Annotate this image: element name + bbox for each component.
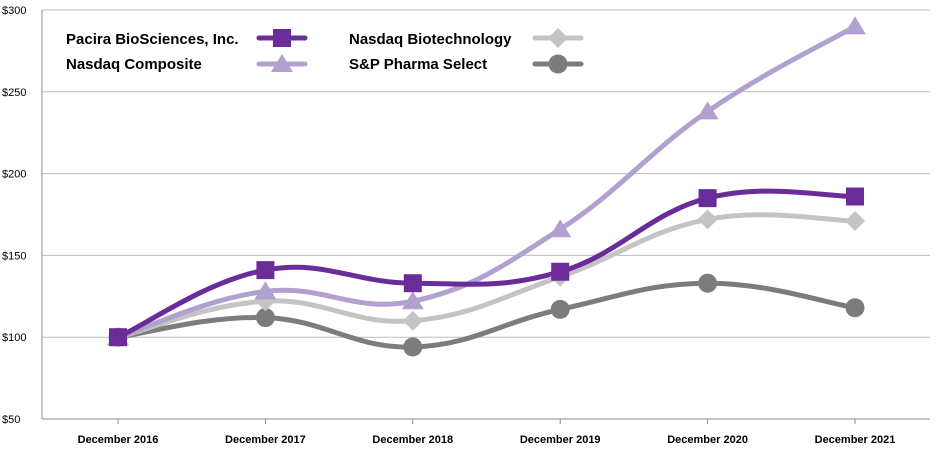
data-point-square [256, 261, 275, 280]
y-tick-label: $200 [2, 169, 26, 181]
series-line [115, 212, 858, 340]
data-point-diamond [402, 310, 423, 331]
data-point-triangle [844, 16, 866, 35]
legend-label: Pacira BioSciences, Inc. [66, 31, 239, 48]
series-line [115, 23, 858, 340]
data-point-triangle [254, 281, 277, 300]
axes: $50 $100 $150 $200 $250 $300 December 2016 Dece… [2, 5, 930, 446]
legend-marker-square [273, 29, 291, 47]
data-point-square [109, 328, 127, 347]
x-tick-label: December 2016 [78, 434, 159, 446]
legend-marker-diamond [548, 28, 568, 48]
legend-label: Nasdaq Biotechnology [349, 31, 512, 48]
data-point-square [403, 274, 422, 293]
data-point-square [698, 189, 717, 208]
data-point-triangle [401, 291, 424, 310]
data-point-diamond [697, 209, 718, 230]
data-point-circle [845, 298, 865, 318]
data-point-circle [698, 273, 718, 293]
data-point-triangle [696, 101, 719, 120]
y-tick-label: $100 [2, 332, 26, 344]
data-point-square [846, 187, 864, 206]
x-tick-label: December 2020 [667, 434, 748, 446]
y-tick-label: $50 [2, 414, 20, 426]
legend-label: Nasdaq Composite [66, 56, 202, 73]
data-point-circle [255, 308, 275, 328]
x-tick-label: December 2019 [520, 434, 601, 446]
y-tick-label: $250 [2, 87, 26, 99]
y-tick-label: $300 [2, 5, 26, 17]
data-point-circle [550, 299, 570, 319]
x-tick-label: December 2021 [815, 434, 896, 446]
y-tick-label: $150 [2, 250, 26, 262]
legend-marker-triangle [271, 54, 293, 72]
x-tick-label: December 2018 [372, 434, 453, 446]
series-markers [107, 16, 866, 357]
data-point-diamond [845, 211, 865, 232]
legend-label: S&P Pharma Select [349, 56, 487, 73]
legend: Pacira BioSciences, Inc. Nasdaq Composite… [66, 28, 584, 74]
data-point-triangle [549, 219, 572, 238]
legend-marker-circle [548, 54, 568, 74]
series-lines [115, 23, 858, 350]
series-line [115, 188, 858, 340]
series-line [115, 280, 858, 350]
x-tick-label: December 2017 [225, 434, 306, 446]
data-point-square [551, 262, 570, 281]
data-point-circle [403, 337, 423, 357]
